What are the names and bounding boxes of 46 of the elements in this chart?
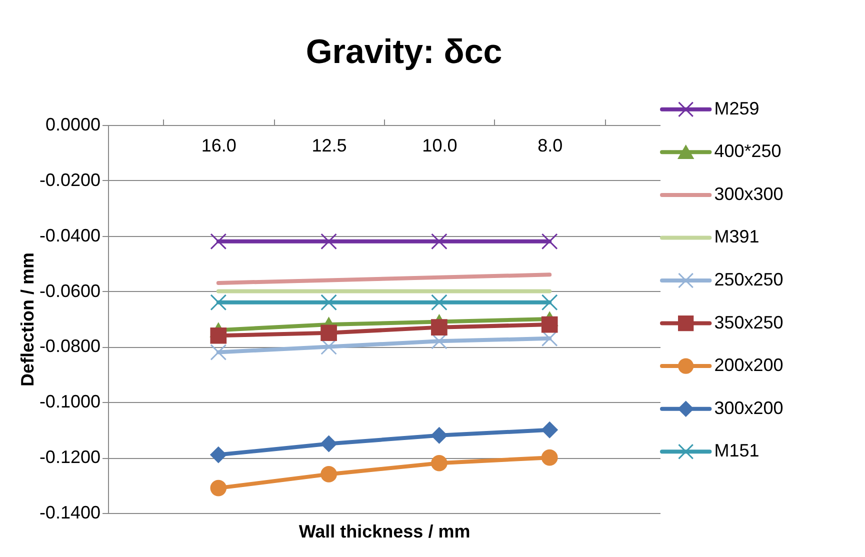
legend-label: 350x250	[714, 312, 784, 332]
point	[541, 233, 558, 250]
y-tick-label: -0.0400	[39, 225, 100, 246]
x-tick-label: 12.5	[312, 136, 347, 156]
x-tick-label: 8.0	[538, 136, 563, 156]
point	[541, 294, 558, 311]
legend-label: M151	[714, 440, 760, 461]
legend-label: 400*250	[714, 141, 782, 162]
point	[320, 294, 337, 311]
point	[210, 294, 227, 311]
chart-title: Gravity: δcc	[306, 33, 502, 71]
x-tick-label: 10.0	[422, 136, 458, 156]
y-axis-title: Deflection / mm	[17, 252, 38, 387]
point	[541, 422, 558, 438]
point	[541, 316, 558, 333]
legend-label: 200x200	[714, 355, 784, 376]
y-tick-label: 0.0000	[45, 114, 100, 134]
point	[320, 466, 337, 482]
legend-label: 300x200	[714, 398, 784, 418]
y-tick-label: -0.0600	[39, 280, 100, 301]
point	[320, 324, 337, 342]
point	[431, 454, 448, 472]
y-tick-label: -0.1200	[39, 447, 100, 468]
point	[320, 233, 337, 250]
y-tick-label: -0.0800	[39, 336, 100, 356]
point	[210, 327, 227, 344]
legend-label: M391	[714, 226, 760, 247]
point	[431, 319, 448, 336]
point	[320, 436, 337, 452]
point	[210, 480, 227, 496]
point	[210, 446, 227, 463]
y-tick-label: -0.1000	[39, 392, 100, 412]
x-axis-title: Wall thickness / mm	[298, 522, 470, 542]
point	[541, 449, 558, 466]
point	[210, 233, 227, 250]
y-tick-label: -0.0200	[39, 170, 100, 190]
point	[431, 427, 448, 444]
point	[431, 233, 448, 250]
point	[431, 294, 448, 311]
x-tick-label: 16.0	[201, 136, 236, 156]
line-series	[216, 272, 552, 285]
y-tick-label: -0.1400	[39, 502, 100, 522]
legend-label: 300x300	[714, 184, 784, 204]
legend-label: M259	[714, 98, 760, 118]
legend-label: 250x250	[714, 270, 784, 290]
point	[210, 344, 227, 360]
